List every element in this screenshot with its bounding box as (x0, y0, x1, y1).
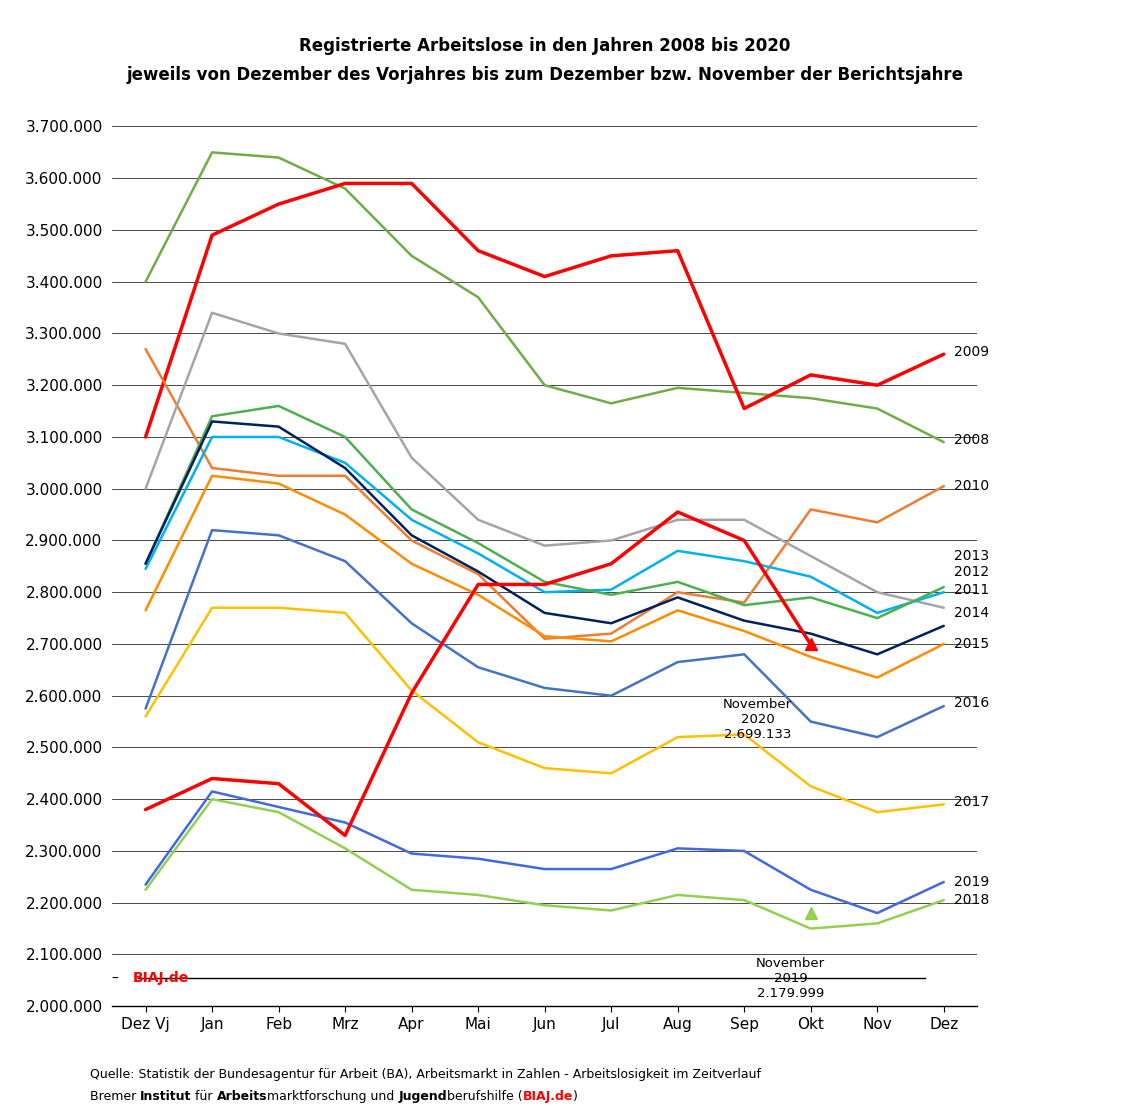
Text: November
2020
2.699.133: November 2020 2.699.133 (723, 699, 792, 741)
Text: Quelle: Statistik der Bundesagentur für Arbeit (BA), Arbeitsmarkt in Zahlen - Ar: Quelle: Statistik der Bundesagentur für … (90, 1068, 761, 1081)
Text: für: für (191, 1090, 217, 1103)
Text: 2018: 2018 (953, 893, 989, 907)
Text: 2010: 2010 (953, 480, 989, 493)
Text: –: – (112, 970, 124, 985)
Text: 2017: 2017 (953, 795, 989, 808)
Title: Registrierte Arbeitslose in den Jahren 2008 bis 2020
jeweils von Dezember des Vo: Registrierte Arbeitslose in den Jahren 2… (126, 37, 964, 84)
Text: 2012: 2012 (953, 565, 989, 578)
Text: BIAJ.de: BIAJ.de (523, 1090, 574, 1103)
Text: Arbeits: Arbeits (217, 1090, 267, 1103)
Text: 2011: 2011 (953, 582, 989, 597)
Text: 2009: 2009 (953, 344, 989, 359)
Text: 2016: 2016 (953, 697, 989, 710)
Text: Jugend: Jugend (399, 1090, 447, 1103)
Text: Bremer: Bremer (90, 1090, 140, 1103)
Text: November
2019
2.179.999: November 2019 2.179.999 (756, 957, 825, 999)
Text: ): ) (574, 1090, 578, 1103)
Text: BIAJ.de: BIAJ.de (133, 970, 189, 985)
Text: 2015: 2015 (953, 637, 989, 651)
Text: 2013: 2013 (953, 549, 989, 563)
Text: Institut: Institut (140, 1090, 191, 1103)
Text: marktforschung und: marktforschung und (267, 1090, 399, 1103)
Text: 2008: 2008 (953, 433, 989, 446)
Text: berufshilfe (: berufshilfe ( (447, 1090, 523, 1103)
Text: 2014: 2014 (953, 606, 989, 619)
Text: 2019: 2019 (953, 875, 989, 889)
